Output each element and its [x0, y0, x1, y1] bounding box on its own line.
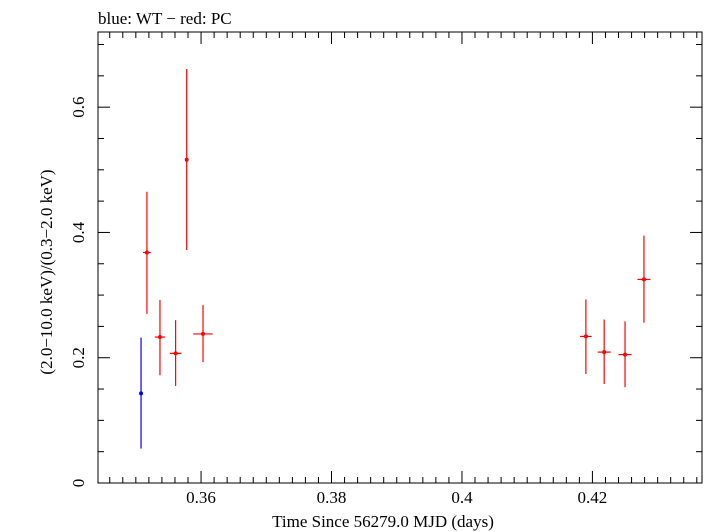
data-point — [623, 352, 628, 357]
data-point — [173, 351, 178, 356]
data-point — [641, 277, 646, 282]
y-tick-label: 0.6 — [69, 97, 88, 118]
data-point — [157, 335, 162, 340]
series-wt — [139, 337, 144, 449]
data-point — [139, 391, 144, 396]
x-axis-label: Time Since 56279.0 MJD (days) — [272, 512, 494, 531]
plot-frame — [97, 31, 703, 484]
x-tick-label: 0.36 — [186, 488, 216, 507]
axis-ticks — [98, 32, 702, 484]
chart-title: blue: WT − red: PC — [98, 9, 232, 28]
y-tick-label: 0.4 — [69, 221, 88, 243]
y-axis-label: (2.0−10.0 keV)/(0.3−2.0 keV) — [37, 169, 56, 374]
y-tick-label: 0.2 — [69, 347, 88, 368]
data-point — [583, 334, 588, 339]
axis-tick-labels: 0.36 0.38 0.4 0.42 0 0.2 0.4 0.6 — [69, 97, 607, 507]
data-point — [201, 331, 206, 336]
x-tick-label: 0.38 — [317, 488, 347, 507]
y-tick-label: 0 — [69, 479, 88, 488]
x-tick-label: 0.42 — [578, 488, 608, 507]
data-point — [184, 157, 189, 162]
series-pc — [143, 68, 651, 388]
data-point — [144, 250, 149, 255]
data-point — [602, 350, 607, 355]
data-points — [139, 68, 651, 449]
x-tick-label: 0.4 — [451, 488, 473, 507]
